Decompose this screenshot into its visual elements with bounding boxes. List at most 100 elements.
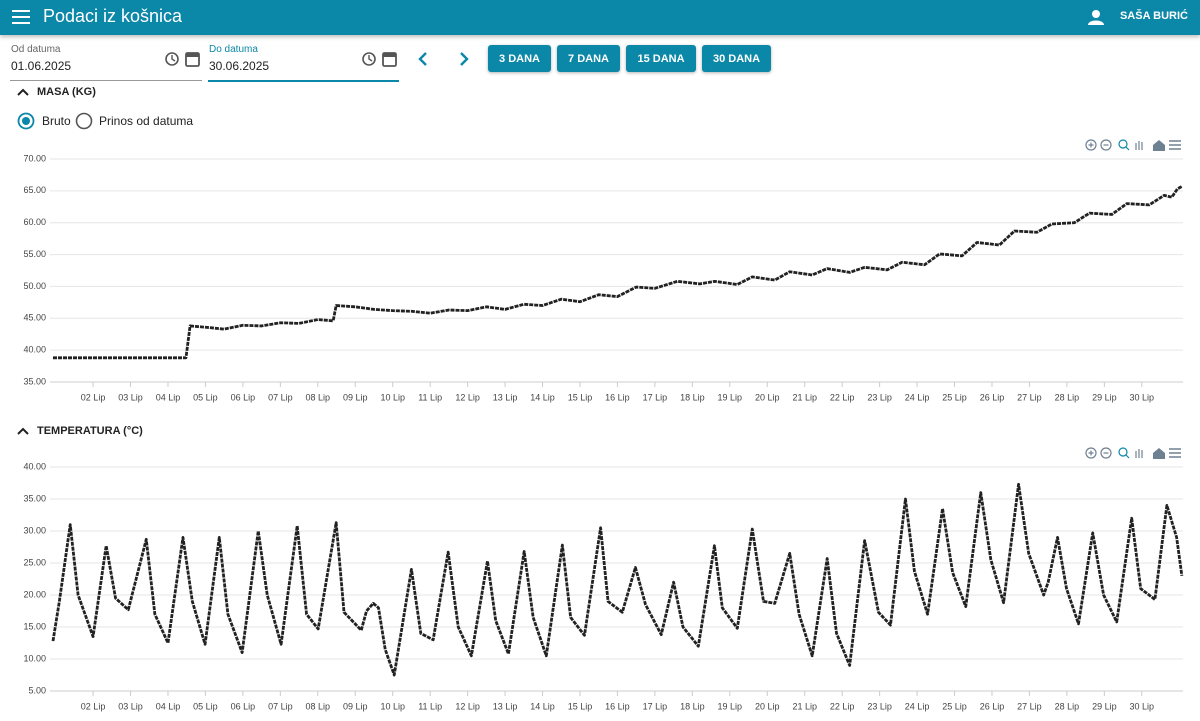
x-tick-label: 21 Lip [792,392,817,402]
x-tick-label: 04 Lip [156,392,181,402]
y-tick-label: 20.00 [23,589,46,599]
radio-label: Prinos od datuma [99,114,194,128]
x-tick-label: 10 Lip [380,701,405,711]
y-tick-label: 60.00 [23,217,46,227]
x-tick-label: 25 Lip [942,392,967,402]
x-tick-label: 16 Lip [605,701,630,711]
data-line [53,185,1183,360]
x-tick-label: 14 Lip [530,701,555,711]
next-button[interactable] [457,51,471,67]
user-icon [1088,10,1104,25]
x-tick-label: 03 Lip [118,392,143,402]
y-tick-label: 70.00 [23,153,46,163]
to-date-field[interactable]: Do datuma 30.06.2025 [208,42,399,82]
x-tick-label: 17 Lip [643,392,668,402]
x-tick-label: 30 Lip [1130,392,1155,402]
x-tick-label: 13 Lip [493,392,518,402]
x-tick-label: 27 Lip [1017,392,1042,402]
app-bar: Podaci iz košnica SAŠA BURIĆ [0,0,1200,35]
x-tick-label: 29 Lip [1092,701,1117,711]
chart-toolbar[interactable] [1084,138,1184,152]
data-line [51,482,1184,677]
range-button[interactable]: 15 DANA [626,45,696,72]
x-tick-label: 05 Lip [193,392,218,402]
x-tick-label: 16 Lip [605,392,630,402]
x-tick-label: 24 Lip [905,701,930,711]
x-tick-label: 20 Lip [755,701,780,711]
x-tick-label: 25 Lip [942,701,967,711]
x-tick-label: 18 Lip [680,392,705,402]
collapse-icon[interactable] [17,427,29,435]
x-tick-label: 23 Lip [867,701,892,711]
x-tick-label: 07 Lip [268,392,293,402]
x-tick-label: 28 Lip [1055,392,1080,402]
x-tick-label: 02 Lip [81,701,106,711]
section-title: MASA (KG) [37,86,96,98]
x-tick-label: 04 Lip [156,701,181,711]
x-tick-label: 09 Lip [343,392,368,402]
user-name[interactable]: SAŠA BURIĆ [1119,10,1188,22]
y-tick-label: 35.00 [23,376,46,386]
x-tick-label: 20 Lip [755,392,780,402]
y-tick-label: 35.00 [23,493,46,503]
y-tick-label: 30.00 [23,525,46,535]
y-tick-label: 25.00 [23,557,46,567]
x-tick-label: 22 Lip [830,701,855,711]
x-tick-label: 22 Lip [830,392,855,402]
y-tick-label: 50.00 [23,281,46,291]
x-tick-label: 13 Lip [493,701,518,711]
x-tick-label: 24 Lip [905,392,930,402]
range-button[interactable]: 30 DANA [702,45,771,72]
x-tick-label: 07 Lip [268,701,293,711]
y-tick-label: 5.00 [28,685,46,695]
field-value: 30.06.2025 [209,59,270,73]
x-tick-label: 26 Lip [980,392,1005,402]
radio-unchecked[interactable] [75,112,93,130]
x-tick-label: 28 Lip [1055,701,1080,711]
x-tick-label: 21 Lip [792,701,817,711]
x-tick-label: 11 Lip [418,392,442,402]
x-tick-label: 08 Lip [306,392,331,402]
field-icons [165,52,200,67]
x-tick-label: 27 Lip [1017,701,1042,711]
x-tick-label: 06 Lip [231,701,256,711]
y-tick-label: 40.00 [23,345,46,355]
x-tick-label: 06 Lip [231,392,256,402]
x-tick-label: 14 Lip [530,392,555,402]
y-tick-label: 45.00 [23,313,46,323]
x-tick-label: 19 Lip [718,701,743,711]
field-value: 01.06.2025 [11,59,72,73]
x-tick-label: 02 Lip [81,392,106,402]
x-tick-label: 26 Lip [980,701,1005,711]
x-tick-label: 08 Lip [306,701,331,711]
x-tick-label: 19 Lip [718,392,743,402]
x-tick-label: 10 Lip [380,392,405,402]
section-title: TEMPERATURA (°C) [37,425,143,437]
y-tick-label: 40.00 [23,461,46,471]
x-tick-label: 30 Lip [1130,701,1155,711]
field-label: Do datuma [209,44,258,55]
x-tick-label: 11 Lip [418,701,442,711]
menu-icon[interactable] [12,9,30,25]
x-tick-label: 29 Lip [1092,392,1117,402]
x-tick-label: 15 Lip [568,392,593,402]
radio-label: Bruto [42,114,71,128]
app-title: Podaci iz košnica [43,6,183,26]
x-tick-label: 03 Lip [118,701,143,711]
chart-toolbar[interactable] [1084,446,1184,460]
field-label: Od datuma [11,44,61,55]
x-tick-label: 09 Lip [343,701,368,711]
range-button[interactable]: 3 DANA [488,45,551,72]
from-date-field[interactable]: Od datuma 01.06.2025 [10,42,202,81]
x-tick-label: 17 Lip [643,701,668,711]
x-tick-label: 12 Lip [455,392,480,402]
x-tick-label: 05 Lip [193,701,218,711]
prev-button[interactable] [416,51,430,67]
radio-checked[interactable] [17,112,35,130]
y-tick-label: 65.00 [23,185,46,195]
range-button[interactable]: 7 DANA [557,45,620,72]
collapse-icon[interactable] [17,88,29,96]
